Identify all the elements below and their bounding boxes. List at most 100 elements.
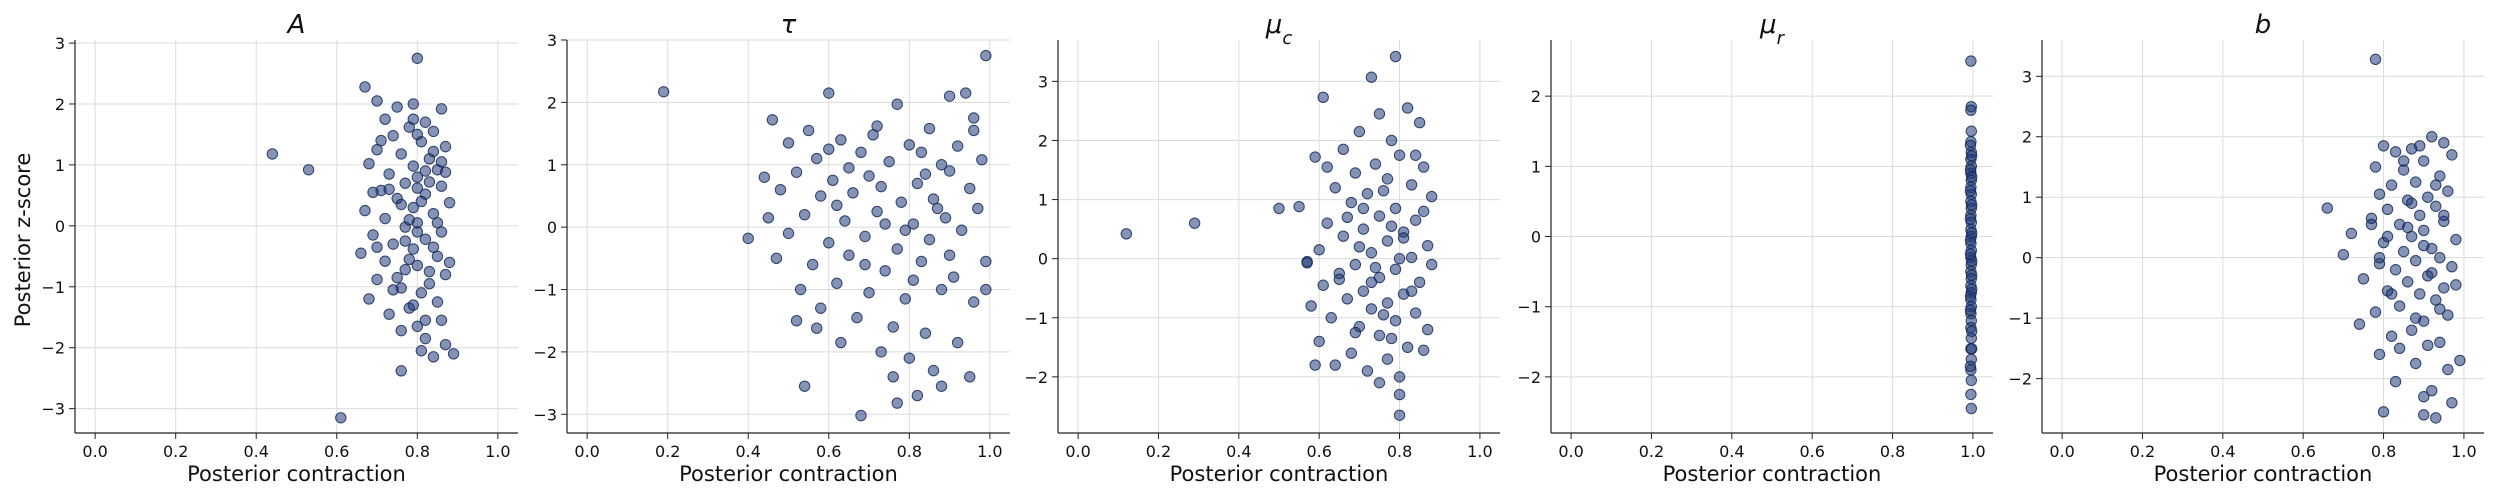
y-tick-label: 2 [55,95,65,114]
data-point [1965,125,1978,137]
y-tick-label: 3 [1038,72,1048,91]
data-point [915,255,928,268]
data-point [1964,213,1977,225]
data-point [1417,205,1430,218]
data-point [2393,342,2406,355]
data-point [943,249,956,261]
data-point [2353,318,2366,330]
data-point [1301,257,1313,269]
data-point [1361,187,1374,200]
data-point [2434,303,2446,315]
x-tick-label: 0.8 [2371,442,2396,461]
data-point [423,265,436,278]
data-point [411,171,424,183]
x-tick-label: 1.0 [977,442,1002,461]
data-point [2357,273,2370,285]
data-point [2369,53,2382,66]
data-point [1317,91,1329,104]
data-point [2418,409,2430,421]
data-point [964,371,976,383]
data-point [1966,269,1978,281]
data-point [1373,329,1386,342]
data-point [415,287,428,299]
x-tick-label: 0.0 [2049,442,2074,461]
data-point [2414,140,2426,152]
data-point [2373,188,2386,200]
data-point [435,180,448,192]
data-point [1321,161,1333,173]
data-point [895,196,907,208]
data-point [439,140,452,153]
x-tick-label: 0.6 [2290,442,2315,461]
data-point [1365,247,1378,259]
data-point [2401,276,2414,288]
x-axis-label: Posterior contraction [187,462,406,486]
data-point [399,264,411,276]
data-point [1413,276,1426,289]
data-point [972,202,984,215]
data-point [395,365,407,377]
data-point [2373,348,2386,361]
data-point [742,232,754,245]
data-point [919,327,932,339]
data-point [1965,402,1978,415]
data-point [1381,353,1394,365]
data-point [367,229,379,241]
data-point [2422,339,2434,352]
data-point [899,224,911,236]
data-point [951,140,964,152]
y-tick-label: 0 [547,218,557,237]
data-point [1385,332,1398,345]
data-point [766,114,779,126]
data-point [980,255,992,268]
data-point [2426,384,2438,397]
data-point [1966,199,1978,211]
data-point [447,348,460,360]
data-point [423,176,436,188]
data-point [1273,202,1285,215]
data-point [359,204,371,217]
data-point [2389,146,2402,158]
data-point [2438,209,2450,222]
data-point [375,134,387,147]
data-point [1964,185,1977,197]
y-tick-label: −1 [2008,309,2032,328]
data-point [815,302,827,314]
data-point [1373,108,1386,120]
data-point [1413,117,1426,129]
y-tick-label: 3 [547,31,557,50]
data-point [887,371,899,383]
data-point [2337,248,2350,261]
data-point [371,95,383,107]
data-point [2446,149,2458,161]
data-point [951,336,964,349]
x-tick-label: 0.0 [1065,442,1090,461]
y-axis-label: Posterior z-score [11,153,35,328]
data-point [798,380,811,392]
data-point [1409,149,1422,161]
y-tick-label: −3 [533,405,557,424]
data-point [399,235,411,247]
data-point [1966,171,1978,183]
data-point [407,113,419,125]
data-point [1329,182,1341,194]
data-point [1417,161,1430,173]
data-point [371,241,383,253]
data-point [823,143,835,155]
data-point [2438,282,2450,294]
data-point [427,145,440,158]
data-point [431,296,444,308]
data-point [1393,371,1406,383]
data-point [2426,267,2438,279]
data-point [2409,357,2422,370]
x-tick-label: 0.0 [1558,442,1583,461]
data-point [1373,377,1386,389]
data-point [379,255,391,267]
data-point [407,201,419,214]
data-point [935,159,948,171]
y-tick-label: −2 [2008,370,2032,389]
panel-1: 0.0 0.2 0.4 0.6 0.8 1.0 −3 −2 −1 0 1 2 3 A Posterior c… [41,10,518,486]
data-point [863,286,875,299]
x-tick-label: 0.6 [1306,442,1331,461]
data-point [435,314,448,326]
